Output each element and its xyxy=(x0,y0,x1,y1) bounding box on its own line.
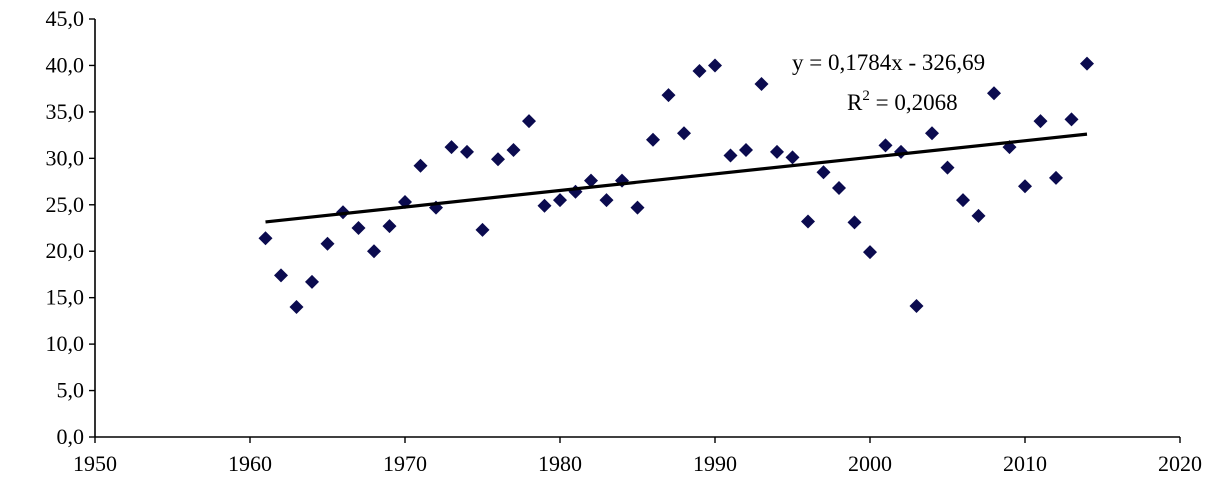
y-tick-label: 40,0 xyxy=(46,52,85,77)
data-point xyxy=(925,126,939,141)
x-tick-label: 1970 xyxy=(383,451,427,476)
data-point xyxy=(646,132,660,147)
data-point xyxy=(987,86,1001,101)
y-tick-label: 5,0 xyxy=(57,378,85,403)
data-point xyxy=(909,299,924,314)
x-tick-label: 1990 xyxy=(693,451,737,476)
data-point xyxy=(1049,170,1063,185)
y-tick-label: 0,0 xyxy=(57,424,85,449)
data-point xyxy=(274,268,288,283)
r-squared-prefix: R xyxy=(847,90,863,115)
data-point xyxy=(847,215,862,230)
data-points xyxy=(258,56,1094,314)
y-tick-label: 30,0 xyxy=(46,145,85,170)
r-squared-value: = 0,2068 xyxy=(870,90,958,115)
data-point xyxy=(971,208,986,223)
data-point xyxy=(305,274,319,289)
data-point xyxy=(382,219,397,234)
data-point xyxy=(599,193,614,208)
data-point xyxy=(630,200,645,215)
y-tick-label: 10,0 xyxy=(46,331,85,356)
x-tick-label: 2000 xyxy=(848,451,892,476)
x-tick-label: 2010 xyxy=(1003,451,1047,476)
data-point xyxy=(537,198,552,213)
x-tick-label: 1950 xyxy=(73,451,117,476)
data-point xyxy=(506,142,521,157)
r-squared-label: R2 = 0,2068 xyxy=(847,88,958,115)
trend-equation: y = 0,1784x - 326,69 xyxy=(792,50,985,75)
data-point xyxy=(878,138,893,153)
data-point xyxy=(475,222,490,237)
data-point xyxy=(444,140,459,155)
data-point xyxy=(894,144,908,159)
data-point xyxy=(754,77,769,92)
y-tick-label: 35,0 xyxy=(46,99,85,124)
data-point xyxy=(460,144,474,159)
data-point xyxy=(832,181,846,196)
y-tick-labels: 0,0 5,0 10,0 15,0 20,0 25,0 30,0 35,0 40,0 45,0 xyxy=(46,6,85,449)
data-point xyxy=(1018,179,1032,194)
data-point xyxy=(863,245,877,260)
data-point xyxy=(785,150,800,165)
data-point xyxy=(1033,114,1048,129)
data-point xyxy=(351,221,366,235)
data-point xyxy=(584,173,598,188)
x-tick-label: 1980 xyxy=(538,451,582,476)
data-point xyxy=(258,231,273,246)
data-point xyxy=(413,158,428,173)
data-point xyxy=(553,193,567,208)
data-point xyxy=(739,142,753,157)
x-tick-label: 2020 xyxy=(1158,451,1202,476)
x-tick-labels: 1950 1960 1970 1980 1990 2000 2010 2020 xyxy=(73,451,1202,476)
r-squared-superscript: 2 xyxy=(862,88,870,104)
y-tick-label: 25,0 xyxy=(46,192,85,217)
data-point xyxy=(708,58,722,73)
y-tick-label: 45,0 xyxy=(46,6,85,31)
x-tick-label: 1960 xyxy=(228,451,272,476)
data-point xyxy=(956,193,970,208)
data-point xyxy=(320,236,335,251)
data-point xyxy=(661,88,676,103)
data-point xyxy=(801,214,815,229)
data-point xyxy=(692,64,707,79)
tick-marks xyxy=(89,18,1181,443)
data-point xyxy=(723,148,738,163)
data-point xyxy=(1064,112,1079,127)
data-point xyxy=(289,299,304,314)
data-point xyxy=(522,114,536,129)
data-point xyxy=(677,126,691,141)
data-point xyxy=(940,160,955,175)
trend-line xyxy=(265,132,1088,224)
y-tick-label: 20,0 xyxy=(46,238,85,263)
data-point xyxy=(770,144,784,159)
data-point xyxy=(1080,56,1094,71)
data-point xyxy=(816,165,831,180)
data-point xyxy=(367,244,381,259)
data-point xyxy=(491,152,505,167)
y-tick-label: 15,0 xyxy=(46,285,85,310)
